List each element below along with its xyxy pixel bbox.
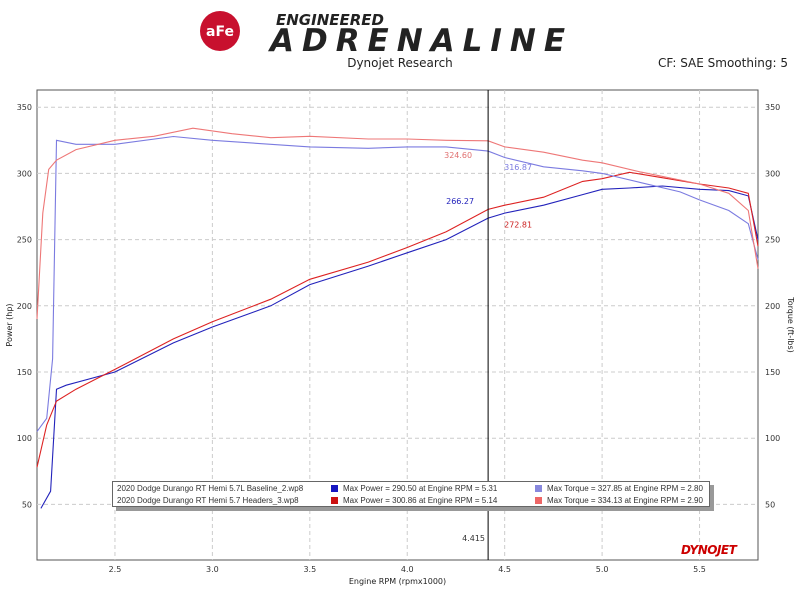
series-line-1 xyxy=(36,171,759,468)
legend-row-headers: 2020 Dodge Durango RT Hemi 5.7 Headers_3… xyxy=(113,494,709,506)
swatch-power xyxy=(331,484,338,492)
correction-factor: CF: SAE Smoothing: 5 xyxy=(657,56,788,70)
x-tick-label: 3.0 xyxy=(206,565,219,574)
y2-axis-label: Torque (ft-lbs) xyxy=(786,296,795,353)
legend-file: 2020 Dodge Durango RT Hemi 5.7L Baseline… xyxy=(117,483,304,493)
y2-tick-label: 350 xyxy=(765,103,780,112)
x-tick-label: 5.0 xyxy=(596,565,609,574)
legend-row-baseline: 2020 Dodge Durango RT Hemi 5.7L Baseline… xyxy=(113,482,709,494)
series-line-0 xyxy=(40,185,759,509)
y2-tick-label: 200 xyxy=(765,302,780,311)
y-tick-label: 100 xyxy=(17,434,32,443)
swatch-torque xyxy=(535,484,542,492)
y2-tick-label: 50 xyxy=(765,500,775,509)
legend-max-power: Max Power = 300.86 at Engine RPM = 5.14 xyxy=(343,495,498,505)
x-tick-label: 4.0 xyxy=(401,565,414,574)
x-tick-label: 4.5 xyxy=(498,565,511,574)
legend-file: 2020 Dodge Durango RT Hemi 5.7 Headers_3… xyxy=(117,495,299,505)
chart-subtitle: Dynojet Research xyxy=(347,56,453,70)
y-axis-label: Power (hp) xyxy=(5,303,14,346)
x-axis-label: Engine RPM (rpmx1000) xyxy=(349,577,446,586)
legend-max-power: Max Power = 290.50 at Engine RPM = 5.31 xyxy=(343,483,498,493)
series-line-3 xyxy=(36,127,759,320)
afe-adrenaline-logo: aFe ENGINEERED ADRENALINE xyxy=(200,11,565,55)
cursor-value-label: 324.60 xyxy=(444,151,472,160)
y2-tick-label: 250 xyxy=(765,236,780,245)
legend-max-torque: Max Torque = 327.85 at Engine RPM = 2.80 xyxy=(547,483,703,493)
y-tick-label: 200 xyxy=(17,302,32,311)
swatch-torque xyxy=(535,496,542,504)
swatch-power xyxy=(331,496,338,504)
series-line-2 xyxy=(36,135,759,432)
cursor-value-label: 272.81 xyxy=(504,220,532,229)
plot-frame xyxy=(36,89,759,561)
cursor-value-label: 266.27 xyxy=(446,197,474,206)
y-tick-label: 50 xyxy=(22,500,32,509)
y-tick-label: 300 xyxy=(17,169,32,178)
svg-text:aFe: aFe xyxy=(206,24,234,40)
x-tick-label: 2.5 xyxy=(109,565,122,574)
y2-tick-label: 100 xyxy=(765,434,780,443)
svg-text:ENGINEERED: ENGINEERED xyxy=(276,11,384,29)
cursor-value-label: 316.87 xyxy=(504,163,532,172)
x-tick-label: 3.5 xyxy=(303,565,316,574)
legend-max-torque: Max Torque = 334.13 at Engine RPM = 2.90 xyxy=(547,495,703,505)
x-tick-label: 5.5 xyxy=(693,565,706,574)
y-tick-label: 150 xyxy=(17,368,32,377)
cursor-x-label: 4.415 xyxy=(462,534,485,543)
dynojet-watermark: DYNOJET xyxy=(681,543,737,557)
y2-tick-label: 300 xyxy=(765,169,780,178)
svg-text:ADRENALINE: ADRENALINE xyxy=(267,23,565,55)
legend: 2020 Dodge Durango RT Hemi 5.7L Baseline… xyxy=(112,481,710,507)
y-tick-label: 350 xyxy=(17,103,32,112)
y-tick-label: 250 xyxy=(17,236,32,245)
y2-tick-label: 150 xyxy=(765,368,780,377)
